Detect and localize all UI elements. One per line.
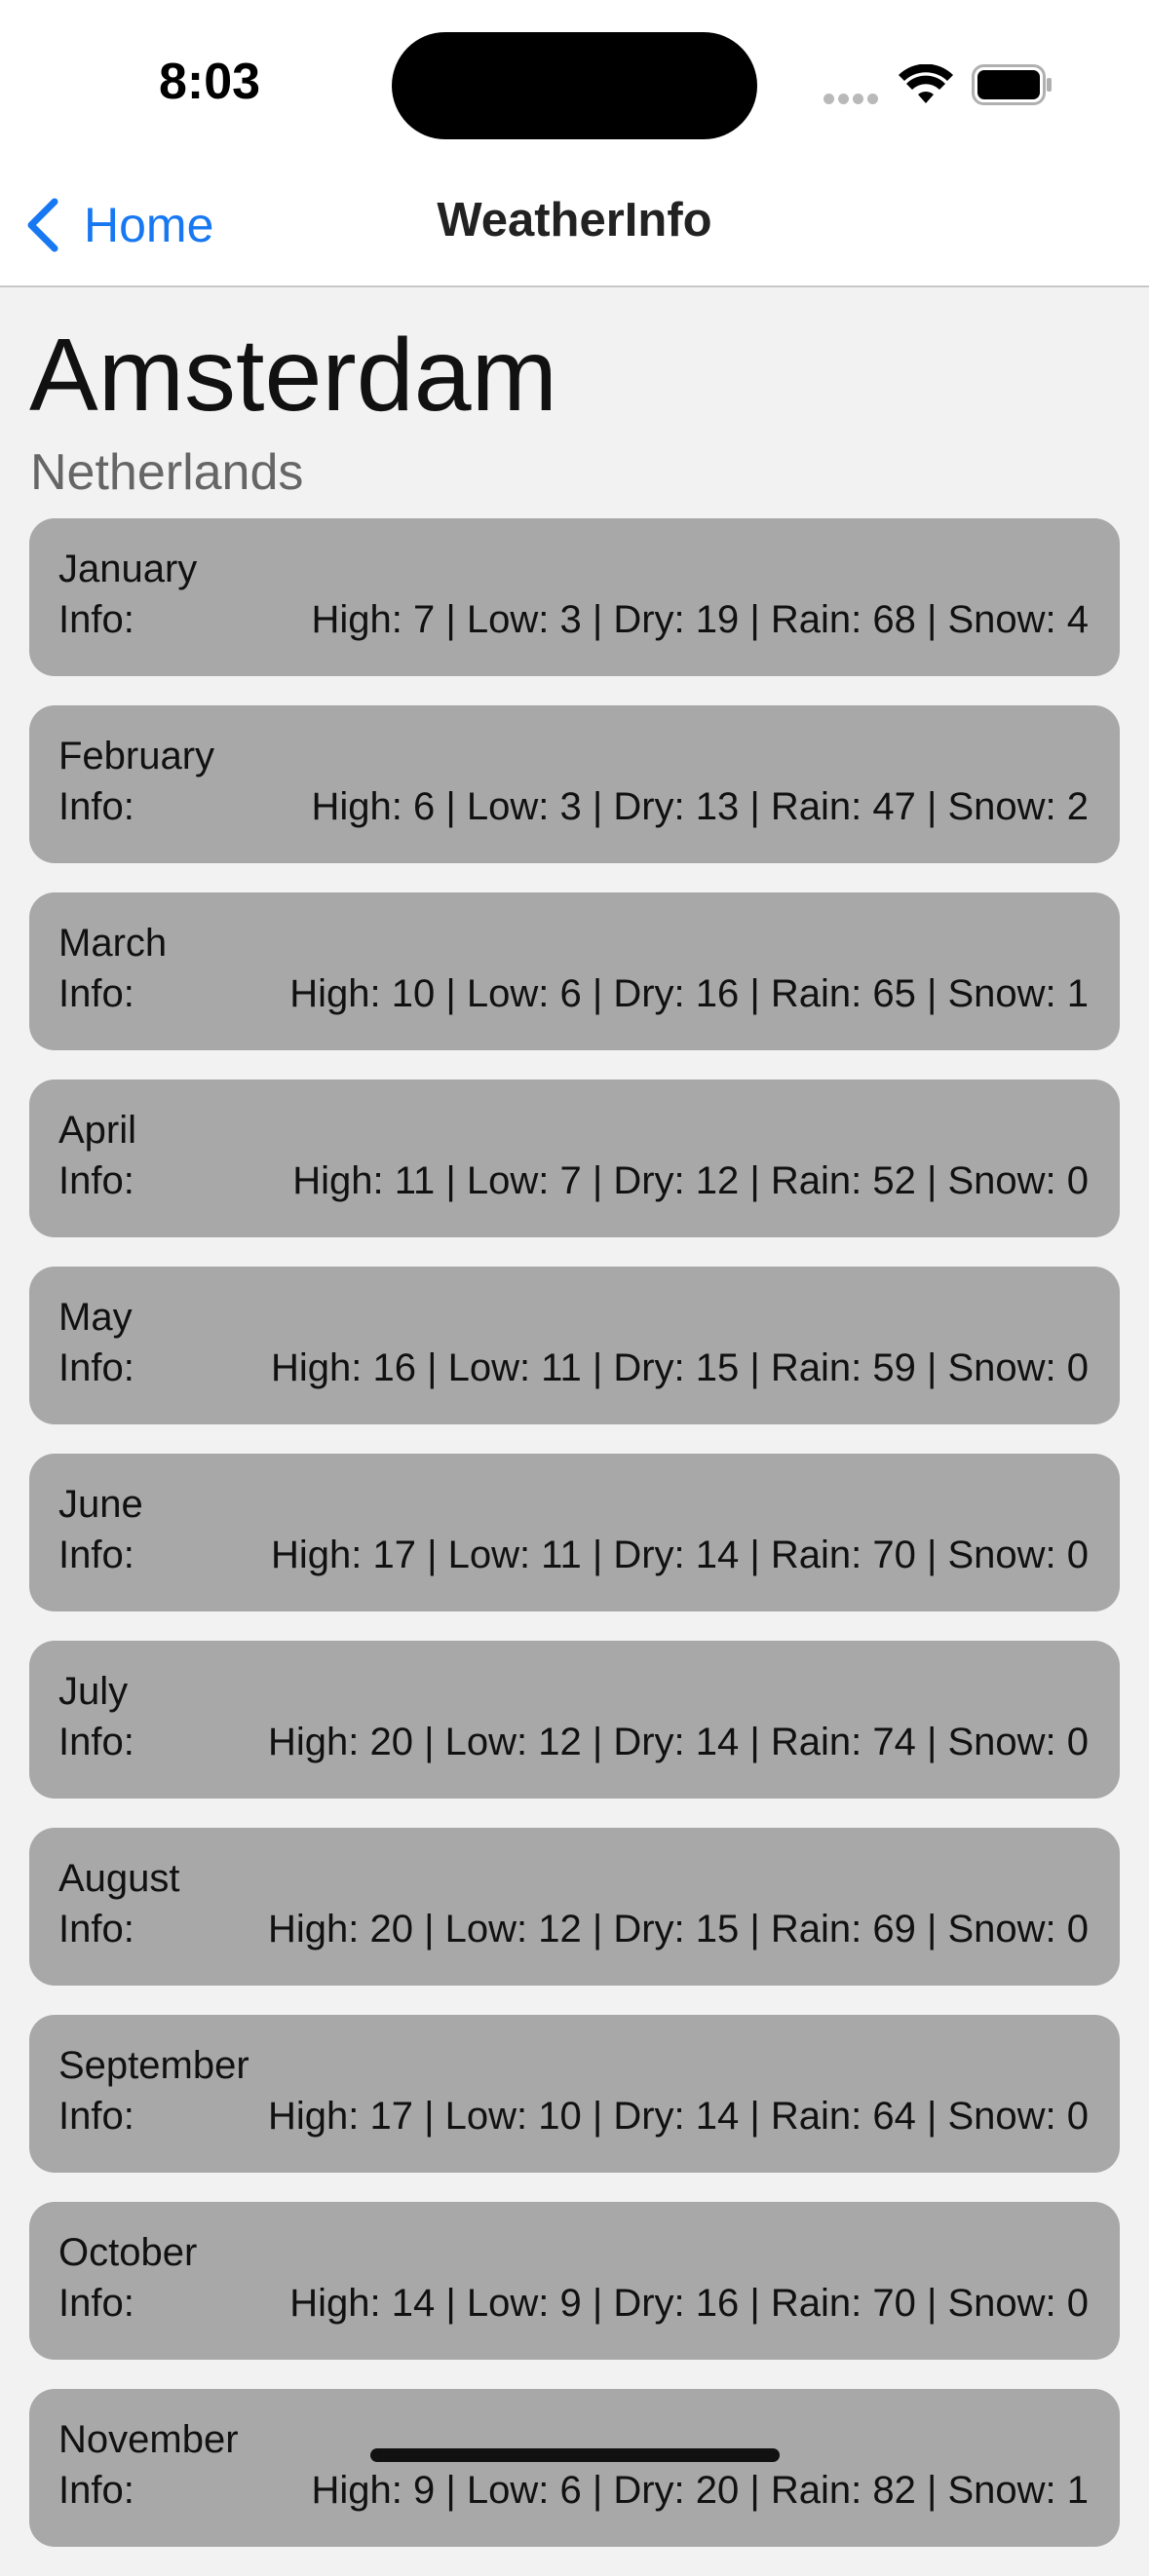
wifi-icon [899,64,953,103]
home-indicator[interactable] [370,2448,780,2462]
info-label: Info: [58,1908,134,1951]
info-label: Info: [58,1721,134,1763]
month-name: January [58,548,198,590]
info-label: Info: [58,1159,134,1202]
month-name: March [58,922,168,965]
info-label: Info: [58,1534,134,1576]
month-card-february[interactable]: February Info: High: 6 | Low: 3 | Dry: 1… [29,705,1120,863]
dynamic-island [392,32,757,139]
month-name: May [58,1296,133,1339]
chevron-left-icon [27,198,58,252]
month-name: October [58,2231,198,2274]
month-card-july[interactable]: July Info: High: 20 | Low: 12 | Dry: 14 … [29,1641,1120,1799]
month-name: June [58,1483,143,1526]
month-card-march[interactable]: March Info: High: 10 | Low: 6 | Dry: 16 … [29,892,1120,1050]
month-info: High: 14 | Low: 9 | Dry: 16 | Rain: 70 |… [289,2282,1089,2325]
month-info: High: 17 | Low: 11 | Dry: 14 | Rain: 70 … [270,1534,1089,1576]
cellular-signal-icon [823,92,882,104]
month-card-january[interactable]: January Info: High: 7 | Low: 3 | Dry: 19… [29,518,1120,676]
month-card-june[interactable]: June Info: High: 17 | Low: 11 | Dry: 14 … [29,1454,1120,1611]
info-label: Info: [58,972,134,1015]
month-card-may[interactable]: May Info: High: 16 | Low: 11 | Dry: 15 |… [29,1267,1120,1424]
info-label: Info: [58,2282,134,2325]
month-name: July [58,1670,129,1713]
back-button[interactable]: Home [23,191,213,259]
month-info: High: 10 | Low: 6 | Dry: 16 | Rain: 65 |… [289,972,1089,1015]
month-info: High: 16 | Low: 11 | Dry: 15 | Rain: 59 … [270,1346,1089,1389]
info-label: Info: [58,598,134,641]
month-card-april[interactable]: April Info: High: 11 | Low: 7 | Dry: 12 … [29,1080,1120,1237]
info-label: Info: [58,785,134,828]
month-card-november[interactable]: November Info: High: 9 | Low: 6 | Dry: 2… [29,2389,1120,2547]
month-info: High: 11 | Low: 7 | Dry: 12 | Rain: 52 |… [292,1159,1089,1202]
month-name: April [58,1109,137,1152]
month-info: High: 6 | Low: 3 | Dry: 13 | Rain: 47 | … [311,785,1090,828]
month-name: February [58,735,215,777]
navigation-bar: Home WeatherInfo [0,171,1149,287]
month-card-october[interactable]: October Info: High: 14 | Low: 9 | Dry: 1… [29,2202,1120,2360]
month-name: November [58,2418,239,2461]
info-label: Info: [58,2469,134,2512]
month-info: High: 7 | Low: 3 | Dry: 19 | Rain: 68 | … [311,598,1090,641]
month-card-september[interactable]: September Info: High: 17 | Low: 10 | Dry… [29,2015,1120,2173]
month-card-august[interactable]: August Info: High: 20 | Low: 12 | Dry: 1… [29,1828,1120,1986]
month-name: September [58,2044,249,2087]
city-name: Amsterdam [29,318,557,433]
status-time: 8:03 [158,54,261,110]
month-info: High: 20 | Low: 12 | Dry: 14 | Rain: 74 … [268,1721,1089,1763]
month-info: High: 20 | Low: 12 | Dry: 15 | Rain: 69 … [268,1908,1089,1951]
info-label: Info: [58,2095,134,2138]
month-info: High: 17 | Low: 10 | Dry: 14 | Rain: 64 … [268,2095,1089,2138]
back-button-label: Home [84,198,214,252]
battery-icon [972,64,1052,105]
month-list: January Info: High: 7 | Low: 3 | Dry: 19… [29,518,1120,2576]
month-name: August [58,1857,180,1900]
country-name: Netherlands [30,444,304,501]
status-bar: 8:03 [0,0,1149,171]
month-info: High: 9 | Low: 6 | Dry: 20 | Rain: 82 | … [311,2469,1090,2512]
info-label: Info: [58,1346,134,1389]
